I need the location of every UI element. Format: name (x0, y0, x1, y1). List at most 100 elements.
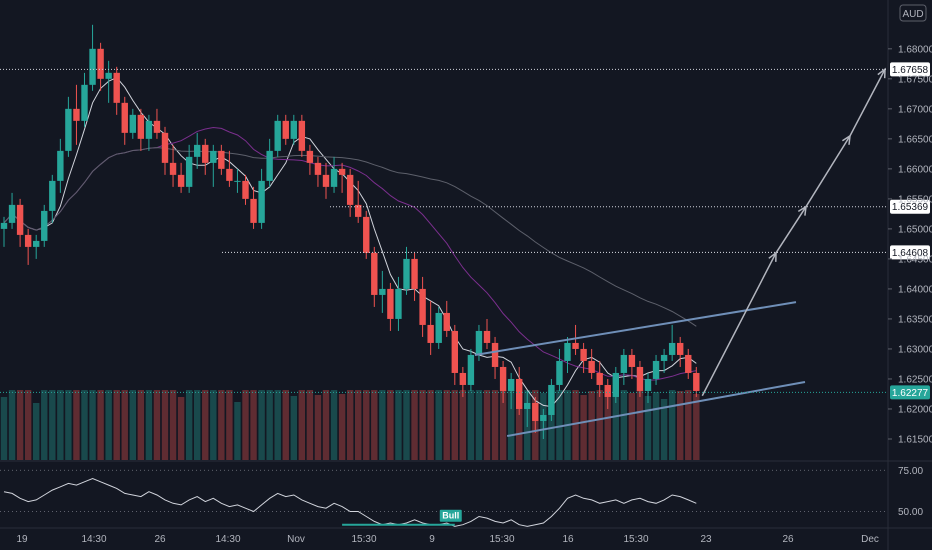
volume-bar (218, 390, 225, 460)
candle-body (290, 120, 297, 139)
volume-bar (322, 390, 330, 460)
volume-bar (451, 390, 458, 460)
volume-bar (363, 390, 370, 460)
candle-body (81, 84, 88, 121)
volume-bar (516, 390, 523, 460)
volume-bar (89, 390, 96, 460)
x-tick-label: 19 (16, 534, 28, 545)
volume-bar (548, 390, 555, 460)
candle-body (499, 366, 507, 391)
volume-bar (338, 394, 346, 460)
candle-body (588, 360, 595, 373)
y-tick-label: 1.68000 (898, 44, 932, 55)
x-tick-label: 26 (782, 534, 794, 545)
candle-body (194, 144, 201, 157)
candle-body (250, 198, 257, 223)
y-tick-label: 1.67500 (898, 74, 932, 85)
projection-arrowhead (841, 134, 851, 145)
x-tick-label: Dec (861, 534, 879, 545)
volume-bar (604, 394, 611, 460)
volume-bar (379, 390, 386, 460)
ma-fast-line (3, 76, 697, 408)
volume-bar (499, 390, 507, 460)
volume-bar (113, 390, 120, 460)
volume-bar (371, 390, 378, 460)
candle-body (8, 204, 16, 223)
x-tick-label: Nov (287, 534, 305, 545)
volume-bar (290, 396, 297, 460)
volume-bar (507, 390, 515, 460)
candle-body (274, 120, 281, 151)
last-price-box (890, 385, 930, 400)
candle-body (314, 162, 322, 175)
currency-badge[interactable]: AUD (899, 4, 927, 22)
level-label-box (890, 245, 930, 260)
candle-body (33, 240, 40, 247)
volume-bar (387, 390, 394, 460)
projection-segment (849, 68, 886, 137)
candle-body (89, 48, 96, 85)
volume-bar (185, 390, 193, 460)
volume-bar (668, 390, 676, 460)
level-label-box (890, 199, 930, 214)
candle-body (693, 372, 700, 391)
volume-bar (395, 390, 402, 460)
candle-body (483, 330, 491, 343)
y-tick-label: 1.65000 (898, 224, 932, 235)
candle-body (169, 162, 177, 175)
volume-bar (274, 390, 281, 460)
candle-body (491, 342, 499, 367)
candle-body (660, 354, 668, 361)
ma-slow-line (3, 147, 697, 327)
volume-bar (202, 390, 209, 460)
candle-body (644, 378, 652, 391)
candle-body (604, 384, 611, 397)
volume-bar (346, 390, 354, 460)
y-tick-label: 1.64000 (898, 284, 932, 295)
volume-bar (242, 390, 249, 460)
volume-bar (65, 390, 72, 460)
volume-bar (226, 390, 233, 460)
candle-body (185, 156, 193, 187)
candle-body (636, 366, 644, 391)
candle-body (266, 150, 273, 181)
volume-bar (177, 397, 185, 460)
volume-bar (628, 393, 636, 460)
volume-bar (459, 390, 467, 460)
ma-mid-line (3, 126, 697, 381)
volume-bar (8, 390, 16, 460)
x-tick-label: 15:30 (489, 534, 514, 545)
time-axis: 19 14:30 26 14:30 Nov 15:30 9 15:30 16 15:30 23 26 D… (16, 534, 878, 545)
volume-bar (234, 402, 241, 460)
level-label: 1.67658 (892, 65, 929, 76)
candle-body (202, 144, 209, 163)
candle-body (532, 402, 539, 421)
volume-bar (145, 390, 153, 460)
y-tick-label: 1.63000 (898, 344, 932, 355)
rsi-tick-label: 50.00 (898, 507, 923, 518)
candle-body (49, 180, 56, 211)
candle-body (355, 204, 362, 217)
candle-body (451, 330, 458, 373)
volume-bar (161, 390, 169, 460)
rsi-tick-label: 75.00 (898, 466, 923, 477)
volume-bar (129, 390, 136, 460)
volume-bar (49, 390, 56, 460)
volume-bar (57, 390, 64, 460)
candle-body (105, 72, 112, 79)
volume-bar (596, 390, 603, 460)
volume-bar (306, 390, 314, 460)
y-tick-label: 1.61500 (898, 434, 932, 445)
volume-bar (258, 390, 265, 460)
volume-bar (467, 390, 475, 460)
candle-body (677, 342, 684, 355)
candle-body (145, 120, 153, 139)
candle-body (516, 378, 523, 409)
volume-bar (97, 390, 104, 460)
candle-body (628, 354, 636, 367)
y-tick-label: 1.65500 (898, 194, 932, 205)
volume-bar (411, 390, 418, 460)
volume-bar (298, 390, 306, 460)
